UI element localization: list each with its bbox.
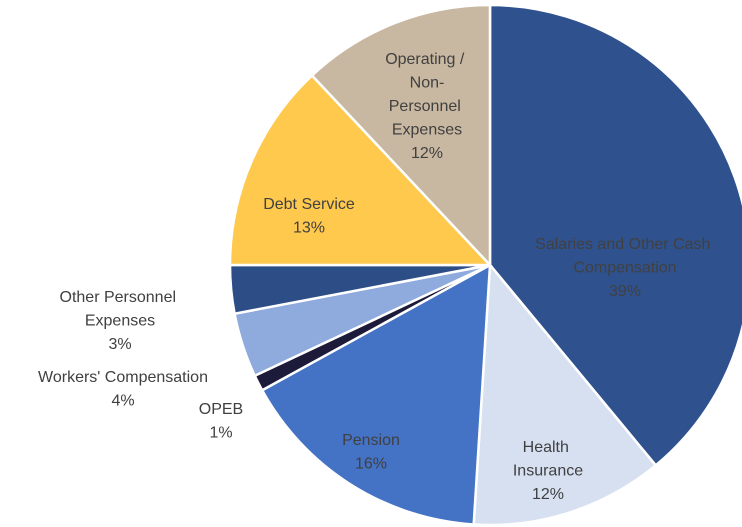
pie-slice xyxy=(488,3,742,468)
slice-label: OPEB xyxy=(199,401,243,418)
label-line: OPEB xyxy=(199,401,243,418)
label-line: Insurance xyxy=(513,463,583,480)
label-line: Personnel xyxy=(389,98,466,115)
label-line: Expenses xyxy=(392,122,462,139)
value-label: 4% xyxy=(111,393,134,410)
label-line: Compensation xyxy=(573,260,676,277)
slice-label: Debt Service xyxy=(263,196,355,213)
label-line: Non- xyxy=(410,75,445,92)
label-line: Workers' Compensation xyxy=(38,369,208,386)
slice-label: Operating / Non- Personnel Expenses xyxy=(385,51,469,139)
value-label: 3% xyxy=(108,336,131,353)
pie-slice xyxy=(472,261,658,527)
label-line: Operating / xyxy=(385,51,469,68)
value-label: 13% xyxy=(293,220,325,237)
label-line: Expenses xyxy=(85,313,155,330)
value-label: 16% xyxy=(355,456,387,473)
pie-slice xyxy=(228,73,493,267)
label-line: Salaries and Other Cash xyxy=(535,236,715,253)
pie-slice xyxy=(260,262,492,526)
slice-label: Pension xyxy=(342,432,400,449)
value-label: 12% xyxy=(411,145,443,162)
label-line: Health xyxy=(523,439,574,456)
value-label: 1% xyxy=(209,425,232,442)
slice-label: Health Insurance xyxy=(513,439,583,480)
label-line: Pension xyxy=(342,432,400,449)
pie-slice xyxy=(310,3,492,269)
slice-label: Salaries and Other Cash Compensation xyxy=(535,236,715,277)
value-label: 39% xyxy=(609,283,641,300)
label-line: Other Personnel xyxy=(60,289,181,306)
label-line: Debt Service xyxy=(263,196,355,213)
slice-label: Workers' Compensation xyxy=(38,369,208,386)
slice-label: Other Personnel Expenses xyxy=(60,289,181,330)
value-label: 12% xyxy=(532,486,564,503)
